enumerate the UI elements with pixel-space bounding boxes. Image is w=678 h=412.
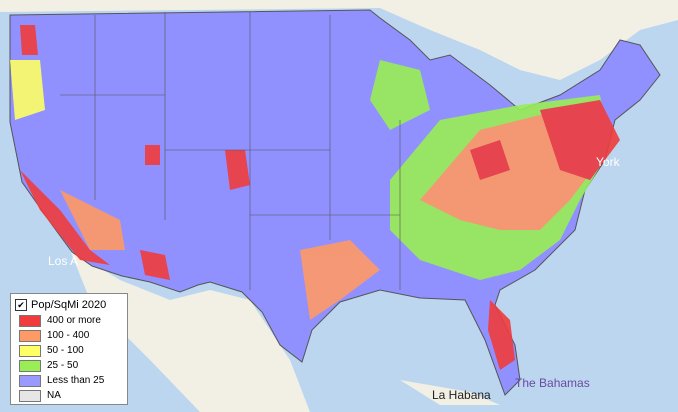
- map-label: Los A: [48, 254, 78, 268]
- density-patches: [10, 25, 620, 370]
- state-borders: [60, 12, 401, 290]
- legend-label: 25 - 50: [47, 360, 79, 371]
- legend-item: 25 - 50: [15, 358, 123, 373]
- legend-label: 400 or more: [47, 315, 101, 326]
- legend-item: 400 or more: [15, 313, 123, 328]
- map-label: The Bahamas: [515, 376, 590, 390]
- legend: ✔ Pop/SqMi 2020 400 or more 100 - 400 50 -…: [10, 293, 128, 405]
- map-label: La Habana: [432, 388, 491, 402]
- canada: [0, 0, 678, 80]
- legend-checkbox[interactable]: ✔: [15, 299, 27, 311]
- legend-label: NA: [47, 390, 61, 401]
- cuba: [400, 380, 500, 405]
- legend-swatch: [19, 359, 41, 372]
- legend-swatch: [19, 344, 41, 357]
- legend-item: 50 - 100: [15, 343, 123, 358]
- legend-item: 100 - 400: [15, 328, 123, 343]
- map-label: York: [596, 155, 621, 169]
- united-states: [9, 9, 661, 396]
- legend-item: NA: [15, 388, 123, 403]
- legend-header: ✔ Pop/SqMi 2020: [15, 297, 123, 313]
- legend-label: 100 - 400: [47, 330, 90, 341]
- legend-label: Less than 25: [47, 375, 105, 386]
- legend-item: Less than 25: [15, 373, 123, 388]
- legend-label: 50 - 100: [47, 345, 84, 356]
- legend-swatch: [19, 314, 41, 327]
- legend-swatch: [19, 374, 41, 387]
- legend-swatch: [19, 389, 41, 402]
- legend-title: Pop/SqMi 2020: [31, 299, 107, 311]
- legend-swatch: [19, 329, 41, 342]
- mexico: [70, 250, 310, 412]
